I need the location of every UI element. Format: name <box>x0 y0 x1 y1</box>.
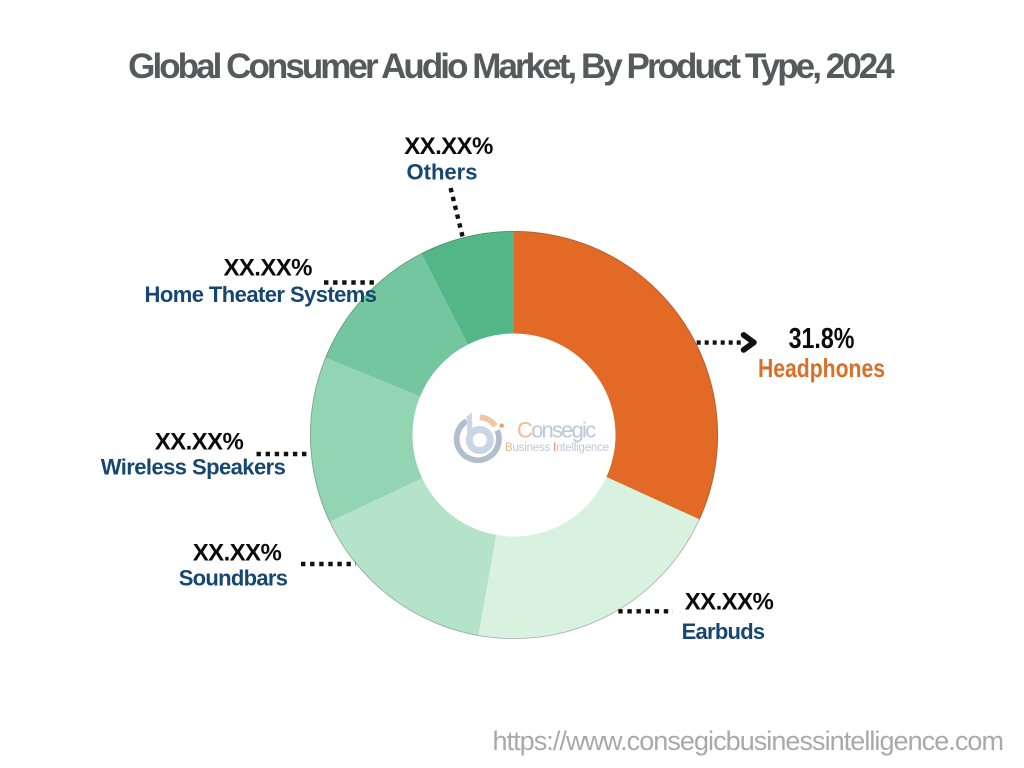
svg-text:Earbuds: Earbuds <box>682 619 765 644</box>
svg-text:Home Theater Systems: Home Theater Systems <box>145 282 377 307</box>
svg-text:XX.XX%: XX.XX% <box>193 540 282 567</box>
svg-text:Consegic: Consegic <box>517 417 596 442</box>
svg-text:XX.XX%: XX.XX% <box>155 428 244 455</box>
svg-text:XX.XX%: XX.XX% <box>404 133 493 160</box>
svg-text:Others: Others <box>407 159 478 184</box>
svg-text:Soundbars: Soundbars <box>179 565 288 590</box>
svg-text:C: C <box>517 417 533 442</box>
svg-text:31.8%: 31.8% <box>789 321 855 354</box>
svg-text:XX.XX%: XX.XX% <box>685 589 774 616</box>
svg-text:Global Consumer Audio Market,: Global Consumer Audio Market, By Product… <box>128 47 895 86</box>
svg-text:Business Intelligence: Business Intelligence <box>505 442 609 454</box>
svg-text:https://www.consegicbusinessin: https://www.consegicbusinessintelligence… <box>493 726 1003 756</box>
svg-text:Wireless Speakers: Wireless Speakers <box>101 455 286 480</box>
svg-text:Headphones: Headphones <box>758 355 885 384</box>
svg-text:XX.XX%: XX.XX% <box>223 254 312 281</box>
